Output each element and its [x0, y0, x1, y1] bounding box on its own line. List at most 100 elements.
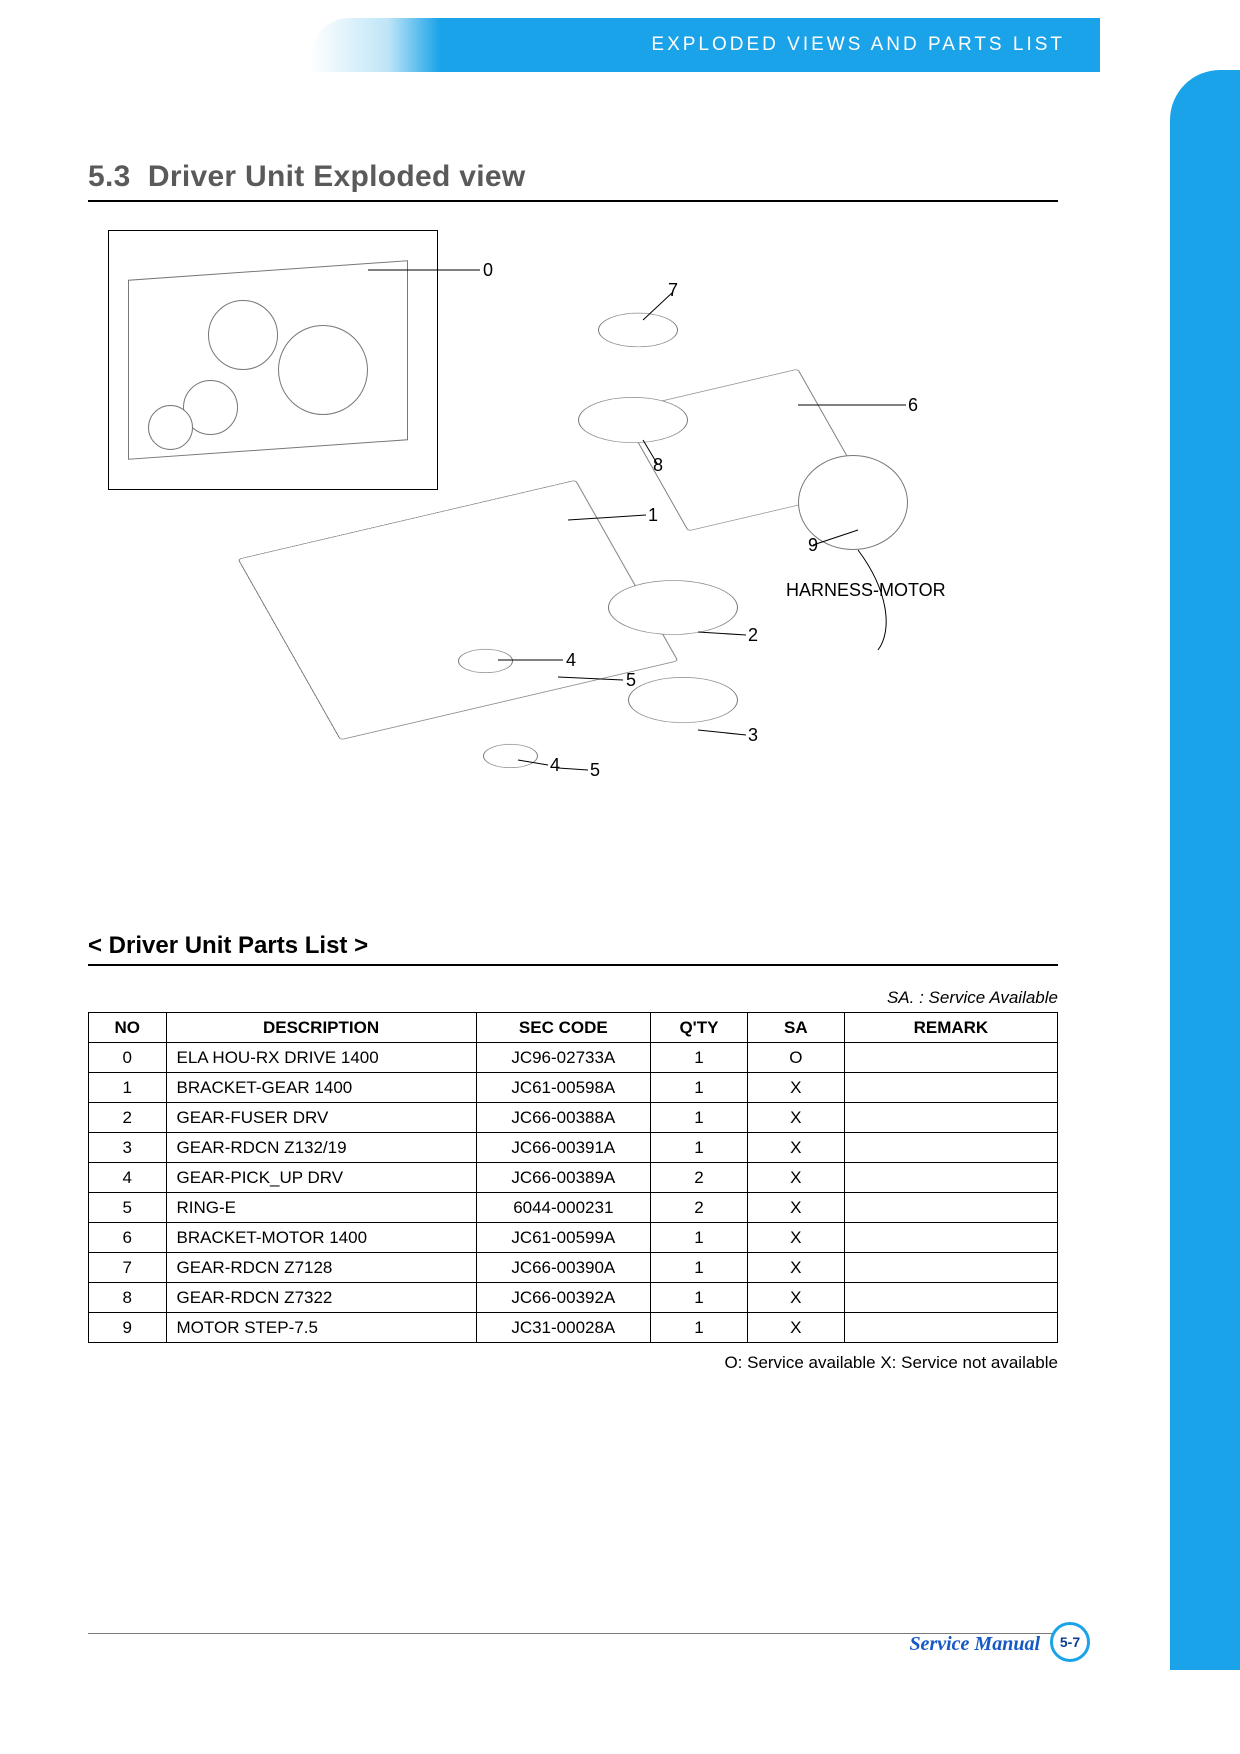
table-cell: 3	[89, 1133, 167, 1163]
table-cell: 1	[651, 1223, 748, 1253]
footer-manual-label: Service Manual	[909, 1633, 1040, 1656]
table-cell: 1	[89, 1073, 167, 1103]
table-cell: JC66-00391A	[476, 1133, 650, 1163]
callout-5: 5	[590, 760, 600, 781]
table-cell: JC66-00388A	[476, 1103, 650, 1133]
sa-note: SA. : Service Available	[88, 988, 1058, 1008]
table-cell: JC61-00598A	[476, 1073, 650, 1103]
callout-2: 2	[748, 625, 758, 646]
col-remark: REMARK	[844, 1013, 1057, 1043]
side-accent-band	[1170, 70, 1240, 1670]
table-cell: X	[747, 1253, 844, 1283]
col-desc: DESCRIPTION	[166, 1013, 476, 1043]
callout-1: 1	[648, 505, 658, 526]
table-cell: 0	[89, 1043, 167, 1073]
table-cell	[844, 1103, 1057, 1133]
table-cell	[844, 1253, 1057, 1283]
table-cell	[844, 1073, 1057, 1103]
table-cell	[844, 1133, 1057, 1163]
table-cell: 1	[651, 1133, 748, 1163]
table-cell: GEAR-PICK_UP DRV	[166, 1163, 476, 1193]
table-cell	[844, 1043, 1057, 1073]
table-cell: 1	[651, 1073, 748, 1103]
callout-0: 0	[483, 260, 493, 281]
table-cell: BRACKET-MOTOR 1400	[166, 1223, 476, 1253]
table-cell: BRACKET-GEAR 1400	[166, 1073, 476, 1103]
table-cell	[844, 1223, 1057, 1253]
table-row: 3GEAR-RDCN Z132/19JC66-00391A1X	[89, 1133, 1058, 1163]
table-cell: JC96-02733A	[476, 1043, 650, 1073]
table-cell: 1	[651, 1043, 748, 1073]
callout-8: 8	[653, 455, 663, 476]
table-cell: JC66-00390A	[476, 1253, 650, 1283]
table-cell: 1	[651, 1283, 748, 1313]
diagram-harness-motor-label: HARNESS-MOTOR	[786, 580, 946, 601]
table-cell: 1	[651, 1253, 748, 1283]
table-row: 8GEAR-RDCN Z7322JC66-00392A1X	[89, 1283, 1058, 1313]
table-cell: 1	[651, 1103, 748, 1133]
table-row: 6BRACKET-MOTOR 1400JC61-00599A1X	[89, 1223, 1058, 1253]
table-cell: JC66-00392A	[476, 1283, 650, 1313]
callout-4: 4	[550, 755, 560, 776]
callout-9: 9	[808, 535, 818, 556]
header-tab-title: EXPLODED VIEWS AND PARTS LIST	[0, 34, 1065, 56]
table-row: 2GEAR-FUSER DRVJC66-00388A1X	[89, 1103, 1058, 1133]
table-row: 9MOTOR STEP-7.5JC31-00028A1X	[89, 1313, 1058, 1343]
table-cell: 9	[89, 1313, 167, 1343]
table-cell: 5	[89, 1193, 167, 1223]
table-row: 7GEAR-RDCN Z7128JC66-00390A1X	[89, 1253, 1058, 1283]
table-cell: GEAR-FUSER DRV	[166, 1103, 476, 1133]
table-cell: JC61-00599A	[476, 1223, 650, 1253]
table-cell: RING-E	[166, 1193, 476, 1223]
table-cell: X	[747, 1163, 844, 1193]
table-cell: JC66-00389A	[476, 1163, 650, 1193]
table-cell	[844, 1283, 1057, 1313]
table-cell: MOTOR STEP-7.5	[166, 1313, 476, 1343]
table-cell: X	[747, 1223, 844, 1253]
table-header-row: NO DESCRIPTION SEC CODE Q'TY SA REMARK	[89, 1013, 1058, 1043]
table-cell: X	[747, 1073, 844, 1103]
table-cell	[844, 1313, 1057, 1343]
table-row: 1BRACKET-GEAR 1400JC61-00598A1X	[89, 1073, 1058, 1103]
col-code: SEC CODE	[476, 1013, 650, 1043]
table-cell: JC31-00028A	[476, 1313, 650, 1343]
table-cell: O	[747, 1043, 844, 1073]
table-row: 0ELA HOU-RX DRIVE 1400JC96-02733A1O	[89, 1043, 1058, 1073]
table-cell: 6	[89, 1223, 167, 1253]
col-sa: SA	[747, 1013, 844, 1043]
diagram-callouts: 0 7 6 8 1 9 2 3 4 5 4 5	[88, 230, 1058, 880]
table-cell: X	[747, 1283, 844, 1313]
table-legend: O: Service available X: Service not avai…	[88, 1353, 1058, 1373]
table-cell: X	[747, 1193, 844, 1223]
callout-3: 3	[748, 725, 758, 746]
section-title: Driver Unit Exploded view	[148, 160, 526, 193]
table-cell: 1	[651, 1313, 748, 1343]
table-cell: ELA HOU-RX DRIVE 1400	[166, 1043, 476, 1073]
table-cell: 2	[651, 1163, 748, 1193]
table-cell: GEAR-RDCN Z7322	[166, 1283, 476, 1313]
section-number: 5.3	[88, 160, 131, 193]
table-cell: 2	[651, 1193, 748, 1223]
table-row: 5RING-E6044-0002312X	[89, 1193, 1058, 1223]
parts-list-table: NO DESCRIPTION SEC CODE Q'TY SA REMARK 0…	[88, 1012, 1058, 1343]
callout-4: 4	[566, 650, 576, 671]
table-cell: GEAR-RDCN Z132/19	[166, 1133, 476, 1163]
callout-5: 5	[626, 670, 636, 691]
col-no: NO	[89, 1013, 167, 1043]
callout-6: 6	[908, 395, 918, 416]
callout-7: 7	[668, 280, 678, 301]
parts-list-heading: < Driver Unit Parts List >	[88, 932, 1058, 966]
table-cell: X	[747, 1103, 844, 1133]
section-heading: 5.3 Driver Unit Exploded view	[88, 160, 1058, 202]
table-cell	[844, 1193, 1057, 1223]
table-cell: 6044-000231	[476, 1193, 650, 1223]
footer-page-badge: 5-7	[1050, 1622, 1090, 1662]
col-qty: Q'TY	[651, 1013, 748, 1043]
exploded-view-diagram: 0 7 6 8 1 9 2 3 4 5 4 5 HARNESS-MOTOR	[88, 230, 1058, 880]
table-cell: 8	[89, 1283, 167, 1313]
table-cell	[844, 1163, 1057, 1193]
table-cell: X	[747, 1133, 844, 1163]
table-cell: GEAR-RDCN Z7128	[166, 1253, 476, 1283]
table-cell: 7	[89, 1253, 167, 1283]
table-cell: 2	[89, 1103, 167, 1133]
